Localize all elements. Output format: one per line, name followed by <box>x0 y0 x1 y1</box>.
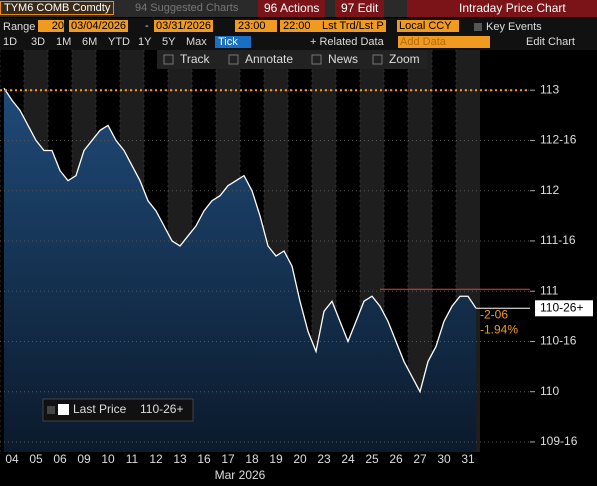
period-button[interactable]: 1D <box>3 36 18 48</box>
x-tick-label: 11 <box>126 452 139 466</box>
tool-button[interactable]: Annotate <box>245 52 293 66</box>
price-type[interactable]: Lst Trd/Lst P <box>320 20 386 32</box>
tick-selector[interactable]: Tick <box>215 36 251 48</box>
period-button[interactable]: 6M <box>82 36 98 48</box>
x-axis-label: Mar 2026 <box>215 468 266 482</box>
date-separator: - <box>145 20 149 32</box>
tool-button[interactable]: Zoom <box>389 52 420 66</box>
legend-swatch <box>47 406 55 414</box>
chart-tools: Track Annotate News Zoom <box>157 50 427 69</box>
security[interactable]: TYM6 COMB Comdty <box>0 1 115 15</box>
x-tick-label: 24 <box>341 452 355 466</box>
x-tick-label: 27 <box>413 452 427 466</box>
x-tick-label: 19 <box>269 452 283 466</box>
legend-value: 110-26+ <box>140 402 183 416</box>
x-tick-label: 25 <box>365 452 379 466</box>
x-tick-label: 10 <box>101 452 115 466</box>
price-area <box>4 88 476 452</box>
x-tick-label: 23 <box>317 452 331 466</box>
add-data[interactable]: Add Data <box>398 36 490 48</box>
x-tick-label: 04 <box>5 452 19 466</box>
x-tick-label: 17 <box>221 452 235 466</box>
x-tick-label: 09 <box>77 452 91 466</box>
tool-button[interactable]: Track <box>180 52 211 66</box>
y-tick-label: 111-16 <box>540 233 576 247</box>
x-tick-label: 16 <box>197 452 211 466</box>
y-tick-label: 112-16 <box>540 133 577 147</box>
price-line <box>3 87 477 394</box>
chart: 04 05 06 09 10 11 12 13 16 17 18 19 20 23 24 25 26 27 30 31… <box>0 50 593 482</box>
legend-label: Last Price <box>73 402 127 416</box>
tool-button[interactable]: News <box>328 52 358 66</box>
change: -2-06 <box>480 307 508 321</box>
y-tick-label: 111 <box>540 283 559 297</box>
period-button[interactable]: YTD <box>108 36 130 48</box>
currency[interactable]: Local CCY <box>397 20 459 32</box>
x-tick-label: 20 <box>293 452 307 466</box>
chart-title: Intraday Price Chart <box>407 0 597 17</box>
y-tick-label: 110-16 <box>540 334 577 348</box>
checkbox[interactable] <box>474 23 482 31</box>
x-tick-label: 05 <box>29 452 43 466</box>
range-label: Range <box>3 21 36 33</box>
end-date[interactable]: 03/31/2026 <box>154 20 214 32</box>
top-toolbar: TYM6 COMB Comdty 94 Suggested Charts 96 … <box>0 0 597 17</box>
related-data[interactable]: + Related Data <box>310 36 384 48</box>
end-time[interactable]: 22:00 <box>280 20 322 32</box>
y-tick-label: 113 <box>540 82 559 96</box>
y-tick-label: 112 <box>540 183 559 197</box>
change-pct: -1.94% <box>480 322 518 336</box>
x-tick-label: 13 <box>173 452 187 466</box>
tool-icon <box>163 54 174 65</box>
range-value[interactable]: 20 <box>38 20 64 32</box>
start-date[interactable]: 03/04/2026 <box>69 20 129 32</box>
x-tick-label: 26 <box>389 452 403 466</box>
period-button[interactable]: 5Y <box>162 36 176 48</box>
legend-box <box>42 398 194 422</box>
last-price-label: 110-26+ <box>540 300 583 314</box>
period-button[interactable]: Max <box>186 36 207 48</box>
periods-bar: Tick + Related Data Add Data Edit Chart … <box>0 35 597 50</box>
tool-icon <box>372 54 383 65</box>
y-tick-label: 109-16 <box>540 434 578 448</box>
x-tick-label: 12 <box>149 452 163 466</box>
actions-menu[interactable]: 96 Actions <box>258 0 326 17</box>
y-tick-label: 110 <box>540 384 559 398</box>
period-button[interactable]: 1Y <box>138 36 152 48</box>
edit-chart[interactable]: Edit Chart <box>526 36 575 48</box>
x-tick-label: 31 <box>461 452 475 466</box>
legend-swatch <box>58 404 69 415</box>
last-price-tag <box>535 300 593 317</box>
start-time[interactable]: 23:00 <box>235 20 277 32</box>
tools-bg <box>157 50 427 69</box>
x-tick-label: 30 <box>437 452 451 466</box>
suggested-charts[interactable]: 94 Suggested Charts <box>135 2 239 14</box>
period-button[interactable]: 1M <box>56 36 72 48</box>
tool-icon <box>228 54 239 65</box>
tool-icon <box>311 54 322 65</box>
x-tick-label: 06 <box>53 452 67 466</box>
period-button[interactable]: 3D <box>31 36 46 48</box>
x-tick-label: 18 <box>245 452 259 466</box>
edit-menu[interactable]: 97 Edit <box>335 0 385 17</box>
key-events[interactable]: Key Events <box>486 21 542 33</box>
controls-bar: Range 20 03/04/2026 - 03/31/2026 23:00 2… <box>0 18 597 35</box>
